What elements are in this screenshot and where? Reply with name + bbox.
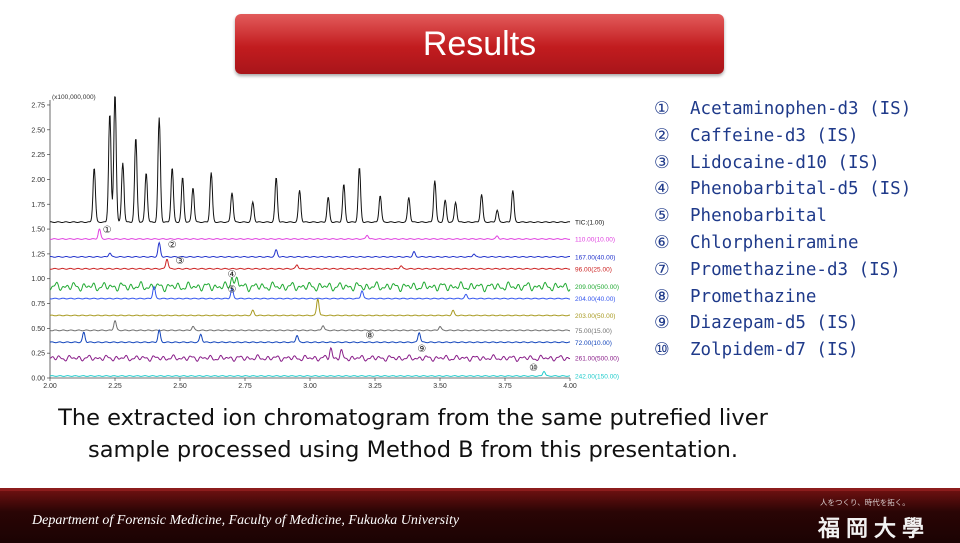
peak-marker: ⑨ [417,344,426,355]
peak-marker: ⑩ [529,363,538,374]
legend-label: Caffeine-d3 (IS) [690,125,859,146]
chromatogram-trace [50,96,571,224]
peak-marker: ⑤ [228,285,237,296]
legend-label: Chlorpheniramine [690,232,859,253]
chromatogram-trace [49,276,571,293]
chromatogram-trace [49,285,570,300]
chromatogram-trace [50,228,571,240]
y-tick-label: 2.00 [31,177,45,184]
series-label: 261.00(500.00) [575,356,619,363]
chromatogram-trace [49,298,570,317]
y-tick-label: 1.75 [31,202,45,209]
legend-label: Zolpidem-d7 (IS) [690,340,859,361]
slide-title: Results [422,24,537,63]
x-tick-label: 2.75 [238,383,252,390]
legend-number: ⑤ [654,206,670,227]
title-banner: Results [235,14,724,74]
chromatogram-trace [49,328,571,344]
department-text: Department of Forensic Medicine, Faculty… [32,513,460,528]
peak-marker: ⑧ [365,330,374,341]
x-tick-label: 3.75 [498,383,512,390]
x-tick-label: 3.00 [303,383,317,390]
y-tick-label: 1.25 [31,251,45,258]
series-label: 209.00(500.00) [575,284,619,291]
y-tick-label: 0.00 [31,376,45,383]
legend-number: ⑥ [654,232,670,253]
legend-item: ⑩ Zolpidem-d7 (IS) [654,337,911,364]
series-label: 203.00(50.00) [575,313,615,320]
legend-number: ⑦ [654,259,670,280]
legend-item: ④ Phenobarbital-d5 (IS) [654,176,911,203]
x-tick-label: 3.25 [368,383,382,390]
footer-bar: Department of Forensic Medicine, Faculty… [0,488,960,543]
legend-item: ⑦ Promethazine-d3 (IS) [654,257,911,284]
x-tick-label: 4.00 [563,383,577,390]
multiplier-label: (x100,000,000) [52,94,96,101]
series-label: 96.00(25.00) [575,266,612,273]
peak-marker: ④ [228,270,237,281]
legend-item: ⑥ Chlorpheniramine [654,230,911,257]
peak-marker: ① [103,225,112,236]
y-tick-label: 0.50 [31,326,45,333]
series-label: 242.00(150.00) [575,374,619,381]
chromatogram-trace [49,259,571,270]
y-tick-label: 2.75 [31,102,45,109]
x-tick-label: 2.50 [173,383,187,390]
legend-item: ⑤ Phenobarbital [654,203,911,230]
series-label: 167.00(40.00) [575,254,615,261]
legend-item: ⑧ Promethazine [654,284,911,311]
legend-label: Lidocaine-d10 (IS) [690,152,880,173]
y-tick-label: 0.75 [31,301,45,308]
legend-number: ③ [654,152,670,173]
legend-label: Acetaminophen-d3 (IS) [690,99,912,119]
chromatogram-trace [50,241,570,258]
x-tick-label: 2.25 [108,383,122,390]
legend-label: Promethazine-d3 (IS) [690,259,901,280]
legend-item: ⑨ Diazepam-d5 (IS) [654,310,911,337]
chromatogram-trace [49,320,570,332]
y-tick-label: 1.50 [31,227,45,234]
university-logo: 福岡大學 [818,516,931,542]
legend-number: ② [654,125,670,146]
legend-item: ② Caffeine-d3 (IS) [654,123,911,150]
legend-label: Promethazine [690,286,817,307]
chromatogram-trace [49,346,571,362]
legend-number: ⑩ [654,340,670,361]
legend-label: Diazepam-d5 (IS) [690,313,859,334]
caption: The extracted ion chromatogram from the … [58,405,768,463]
series-label: 204.00(40.00) [575,296,615,303]
legend-number: ① [654,99,670,119]
legend-label: Phenobarbital-d5 (IS) [690,179,912,200]
peak-marker: ③ [176,256,185,267]
series-label: TIC:(1.00) [575,220,604,227]
peak-marker: ② [168,240,177,251]
legend-item: ③ Lidocaine-d10 (IS) [654,150,911,177]
legend-number: ⑧ [654,286,670,307]
y-tick-label: 2.25 [31,152,45,159]
compound-legend: ① Acetaminophen-d3 (IS) ② Caffeine-d3 (IS) ③… [654,96,911,364]
university-slogan: 人をつくり、時代を拓く。 [820,498,910,507]
series-label: 75.00(15.00) [575,328,612,335]
legend-number: ⑨ [654,313,670,334]
legend-label: Phenobarbital [690,206,827,227]
y-tick-label: 2.50 [31,127,45,134]
y-tick-label: 0.25 [31,351,45,358]
chromatogram-chart: (x100,000,000) 0.00 0.25 0.50 0.75 1.00 1.25 1.… [31,94,619,390]
chromatogram-trace [49,370,571,377]
x-tick-label: 3.50 [433,383,447,390]
x-tick-label: 2.00 [43,383,57,390]
series-label: 110.00(10.00) [575,237,615,244]
series-label: 72.00(10.00) [575,340,612,347]
legend-number: ④ [654,179,670,200]
y-tick-label: 1.00 [31,276,45,283]
legend-item: ① Acetaminophen-d3 (IS) [654,96,911,123]
